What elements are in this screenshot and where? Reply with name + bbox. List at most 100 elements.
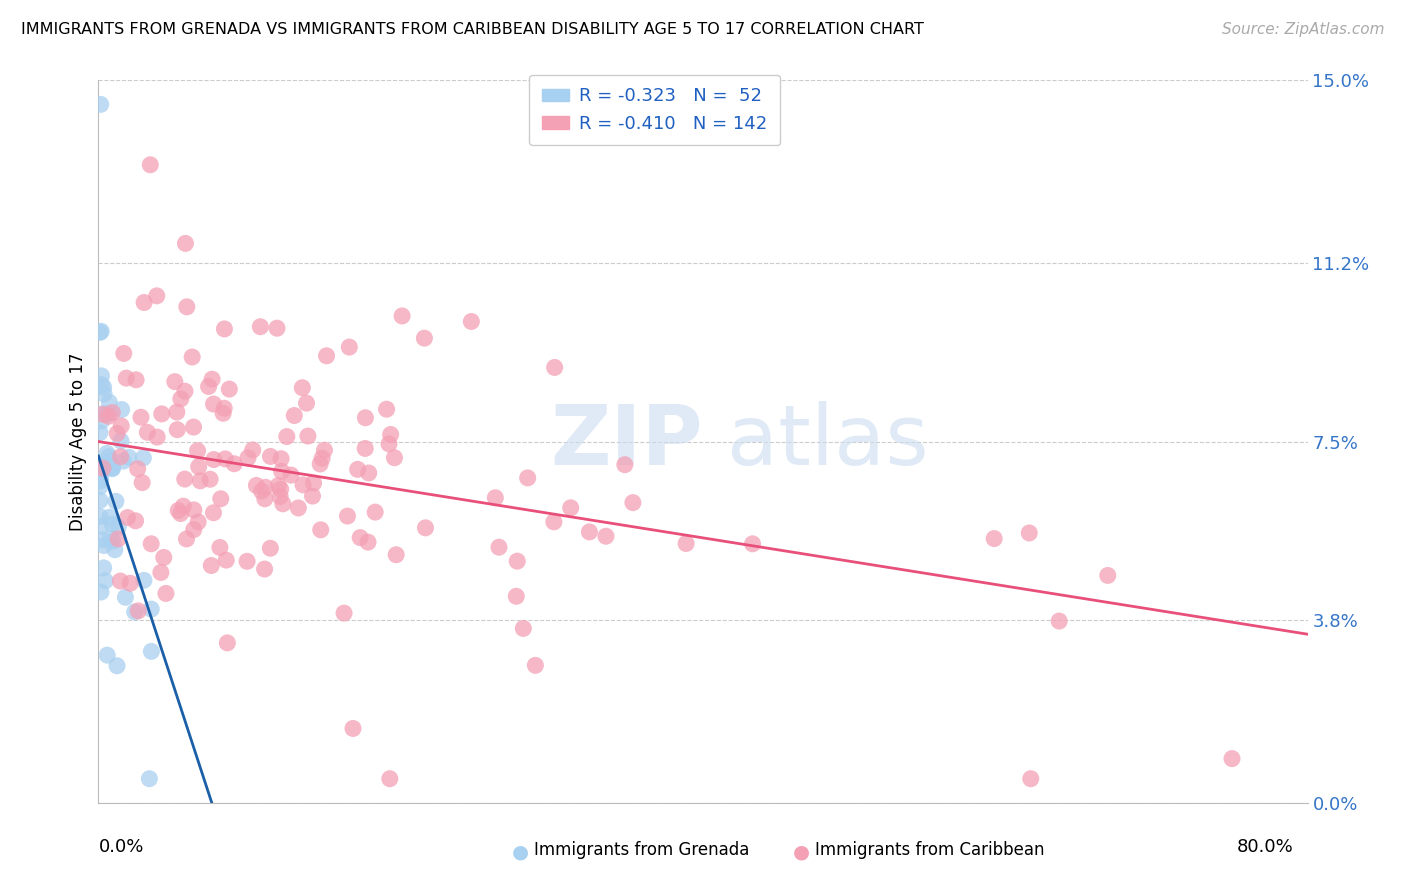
Point [101,461,124,475]
Point [259,450,281,464]
Point [283,409,305,423]
Point [138,772,160,786]
Point [129,410,152,425]
Point [236,554,259,568]
Point [146,430,169,444]
Point [267,478,290,492]
Point [94,574,117,588]
Point [132,574,155,588]
Point [188,474,211,488]
Point [183,503,205,517]
Text: Immigrants from Grenada: Immigrants from Grenada [534,841,749,859]
Point [349,531,371,545]
Point [141,602,163,616]
Point [166,405,188,419]
Point [375,402,398,417]
Point [271,497,294,511]
Point [187,459,209,474]
Point [236,450,259,465]
Point [202,452,225,467]
Point [98,510,121,524]
Point [90,97,112,112]
Point [1018,525,1040,540]
Point [1019,772,1042,786]
Point [100,532,122,546]
Point [96,446,118,460]
Point [292,478,315,492]
Point [253,562,276,576]
Point [124,514,146,528]
Point [621,495,644,509]
Text: Immigrants from Caribbean: Immigrants from Caribbean [815,841,1045,859]
Point [217,636,239,650]
Point [181,350,204,364]
Point [1047,614,1070,628]
Point [163,375,186,389]
Point [1097,568,1119,582]
Point [295,396,318,410]
Point [90,472,112,486]
Point [488,540,510,554]
Point [101,517,124,532]
Point [131,475,153,490]
Legend: R = -0.323   N =  52, R = -0.410   N = 142: R = -0.323 N = 52, R = -0.410 N = 142 [529,75,780,145]
Point [145,289,167,303]
Point [166,423,188,437]
Point [89,493,111,508]
Text: IMMIGRANTS FROM GRENADA VS IMMIGRANTS FROM CARIBBEAN DISABILITY AGE 5 TO 17 CORR: IMMIGRANTS FROM GRENADA VS IMMIGRANTS FR… [21,22,924,37]
Point [209,491,232,506]
Point [169,507,191,521]
Point [333,606,356,620]
Point [89,457,111,471]
Point [253,491,276,506]
Point [291,381,314,395]
Point [112,346,135,360]
Point [309,457,332,471]
Point [214,322,236,336]
Point [983,532,1005,546]
Point [280,468,302,483]
Point [110,434,132,448]
Point [212,406,235,420]
Text: 0.0%: 0.0% [98,838,143,856]
Point [93,458,115,473]
Point [198,472,221,486]
Point [115,371,138,385]
Point [512,622,534,636]
Point [270,464,292,478]
Point [215,553,238,567]
Point [97,407,120,421]
Point [104,542,127,557]
Point [127,462,149,476]
Point [270,451,292,466]
Point [245,478,267,492]
Point [89,425,111,440]
Point [101,534,124,549]
Point [380,427,402,442]
Point [276,429,298,443]
Point [174,236,197,251]
Point [200,558,222,573]
Point [152,550,174,565]
Text: Source: ZipAtlas.com: Source: ZipAtlas.com [1222,22,1385,37]
Point [613,458,636,472]
Point [384,450,406,465]
Point [506,554,529,568]
Point [309,523,332,537]
Point [214,451,236,466]
Point [93,387,115,401]
Point [124,605,146,619]
Point [391,309,413,323]
Point [1220,751,1243,765]
Point [91,461,114,475]
Point [91,533,114,547]
Point [89,480,111,494]
Point [170,392,193,406]
Point [150,407,173,421]
Point [90,519,112,533]
Point [187,443,209,458]
Point [93,539,115,553]
Point [90,585,112,599]
Point [167,503,190,517]
Point [484,491,506,505]
